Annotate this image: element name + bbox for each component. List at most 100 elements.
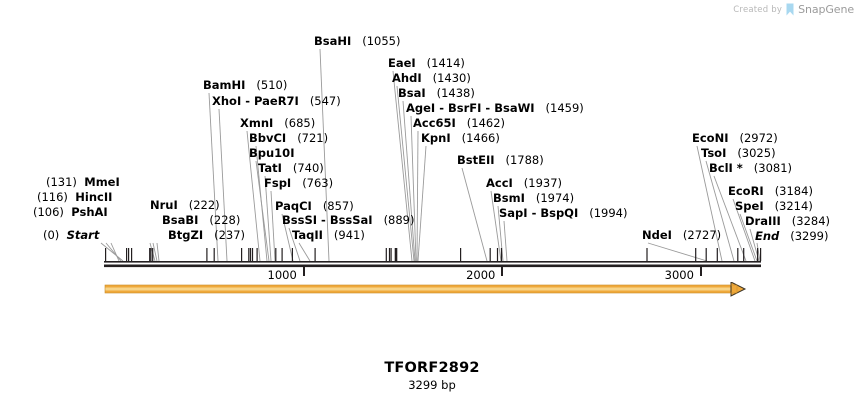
enzyme-label-xhoi[interactable]: XhoI - PaeR7I (547) (212, 95, 341, 107)
enzyme-position: (510) (256, 78, 288, 92)
cut-site-tick[interactable] (314, 248, 316, 261)
enzyme-label-bsai[interactable]: BsaI (1438) (398, 87, 475, 99)
enzyme-position: (857) (322, 199, 354, 213)
enzyme-label-mmei[interactable]: (131) MmeI (46, 176, 120, 188)
cut-site-tick[interactable] (105, 248, 107, 261)
enzyme-name: BclI * (709, 161, 743, 175)
enzyme-name: TsoI (701, 146, 727, 160)
enzyme-label-kpni[interactable]: KpnI (1466) (421, 132, 500, 144)
enzyme-position: (721) (297, 131, 329, 145)
enzyme-name: PaqCI (275, 199, 312, 213)
cut-site-tick[interactable] (695, 248, 697, 261)
cut-site-tick[interactable] (149, 248, 151, 261)
enzyme-label-ndei[interactable]: NdeI (2727) (642, 229, 721, 241)
cut-site-tick[interactable] (385, 248, 387, 261)
enzyme-position: (1430) (432, 71, 471, 85)
enzyme-position: (3214) (774, 199, 813, 213)
cut-site-tick[interactable] (131, 248, 133, 261)
cut-site-tick[interactable] (256, 248, 258, 261)
enzyme-label-bbvci[interactable]: BbvCI (721) (249, 132, 328, 144)
enzyme-label-bsmi[interactable]: BsmI (1974) (493, 192, 574, 204)
cut-site-tick[interactable] (388, 248, 391, 261)
enzyme-label-sapi[interactable]: SapI - BspQI (1994) (499, 207, 627, 219)
enzyme-label-bsabi[interactable]: BsaBI (228) (162, 214, 240, 226)
cut-site-tick[interactable] (291, 248, 293, 261)
cut-site-tick[interactable] (281, 248, 283, 261)
enzyme-label-spei[interactable]: SpeI (3214) (735, 200, 813, 212)
enzyme-name: BamHI (203, 78, 246, 92)
cut-site-tick[interactable] (251, 248, 254, 261)
enzyme-label-tsoi[interactable]: TsoI (3025) (701, 147, 776, 159)
enzyme-label-fspi[interactable]: FspI (763) (264, 177, 333, 189)
enzyme-label-bsssi[interactable]: BssSI - BssSaI (889) (282, 214, 415, 226)
enzyme-label-bamhi[interactable]: BamHI (510) (203, 79, 287, 91)
enzyme-label-ahdi[interactable]: AhdI (1430) (392, 72, 471, 84)
enzyme-position: (1414) (426, 56, 465, 70)
enzyme-position: (3284) (791, 214, 831, 228)
enzyme-position: (237) (214, 228, 246, 242)
cut-site-tick[interactable] (275, 248, 277, 261)
cut-site-tick[interactable] (705, 248, 707, 261)
cut-site-tick[interactable] (128, 248, 130, 261)
cut-site-tick[interactable] (496, 248, 499, 261)
enzyme-label-draiii[interactable]: DraIII (3284) (745, 215, 830, 227)
enzyme-label-econi[interactable]: EcoNI (2972) (692, 132, 778, 144)
enzyme-separator: - (317, 213, 330, 227)
enzyme-label-nrui[interactable]: NruI (222) (150, 199, 220, 211)
cut-site-tick[interactable] (716, 248, 718, 261)
enzyme-label-bcli[interactable]: BclI * (3081) (709, 162, 792, 174)
enzyme-label-end[interactable]: End (3299) (755, 230, 829, 242)
enzyme-position: (1459) (545, 101, 584, 115)
enzyme-label-agei[interactable]: AgeI - BsrFI - BsaWI (1459) (406, 102, 584, 114)
enzyme-position: (2727) (682, 228, 722, 242)
cut-site-tick[interactable] (206, 248, 208, 261)
enzyme-label-xmni[interactable]: XmnI (685) (240, 117, 315, 129)
cut-site-tick[interactable] (213, 248, 215, 261)
cut-site-tick[interactable] (241, 248, 243, 261)
cut-site-tick[interactable] (757, 248, 759, 261)
cut-site-tick[interactable] (460, 248, 462, 261)
enzyme-name: BsaBI (162, 213, 199, 227)
cut-site-tick[interactable] (489, 248, 491, 261)
enzyme-position: (0) (43, 228, 60, 242)
enzyme-label-eaei[interactable]: EaeI (1414) (388, 57, 465, 69)
construct-length: 3299 bp (408, 378, 456, 392)
enzyme-label-tati[interactable]: TatI (740) (258, 162, 324, 174)
enzyme-position: (1438) (436, 86, 475, 100)
enzyme-position: (941) (333, 228, 365, 242)
cut-site-tick[interactable] (394, 248, 396, 261)
cut-site-tick[interactable] (390, 248, 392, 261)
cut-site-tick[interactable] (126, 248, 128, 261)
enzyme-position: (3184) (774, 184, 813, 198)
enzyme-label-bsteii[interactable]: BstEII (1788) (457, 154, 544, 166)
orf-arrow[interactable] (0, 282, 864, 302)
cut-site-tick[interactable] (150, 248, 152, 261)
enzyme-position: (131) (46, 175, 77, 189)
backbone-line-upper (104, 261, 761, 263)
enzyme-label-taqii[interactable]: TaqII (941) (292, 229, 365, 241)
leader-line (417, 145, 427, 262)
enzyme-label-hincii[interactable]: (116) HincII (37, 191, 112, 203)
enzyme-label-pshai[interactable]: (106) PshAI (33, 206, 108, 218)
enzyme-label-btgzi[interactable]: BtgZI (237) (168, 229, 245, 241)
enzyme-name: FspI (264, 176, 292, 190)
enzyme-label-acc65i[interactable]: Acc65I (1462) (413, 117, 505, 129)
cut-site-tick[interactable] (646, 248, 648, 261)
enzyme-label-ecori[interactable]: EcoRI (3184) (728, 185, 813, 197)
cut-site-tick[interactable] (737, 248, 739, 261)
cut-site-tick[interactable] (743, 248, 745, 261)
cut-site-tick[interactable] (396, 248, 398, 261)
enzyme-label-bpu10i[interactable]: Bpu10I (249, 147, 294, 159)
enzyme-name: BstEII (457, 153, 495, 167)
cut-site-tick[interactable] (760, 248, 762, 261)
enzyme-label-bsahi[interactable]: BsaHI (1055) (314, 35, 401, 47)
cut-site-tick[interactable] (500, 248, 503, 261)
cut-site-tick[interactable] (152, 248, 154, 261)
cut-site-tick[interactable] (249, 248, 252, 261)
enzyme-label-paqci[interactable]: PaqCI (857) (275, 200, 354, 212)
cut-site-tick[interactable] (248, 248, 250, 261)
enzyme-name: AhdI (392, 71, 422, 85)
enzyme-name: BbvCI (249, 131, 287, 145)
enzyme-label-acci[interactable]: AccI (1937) (486, 177, 562, 189)
enzyme-label-start[interactable]: (0) Start (43, 229, 99, 241)
